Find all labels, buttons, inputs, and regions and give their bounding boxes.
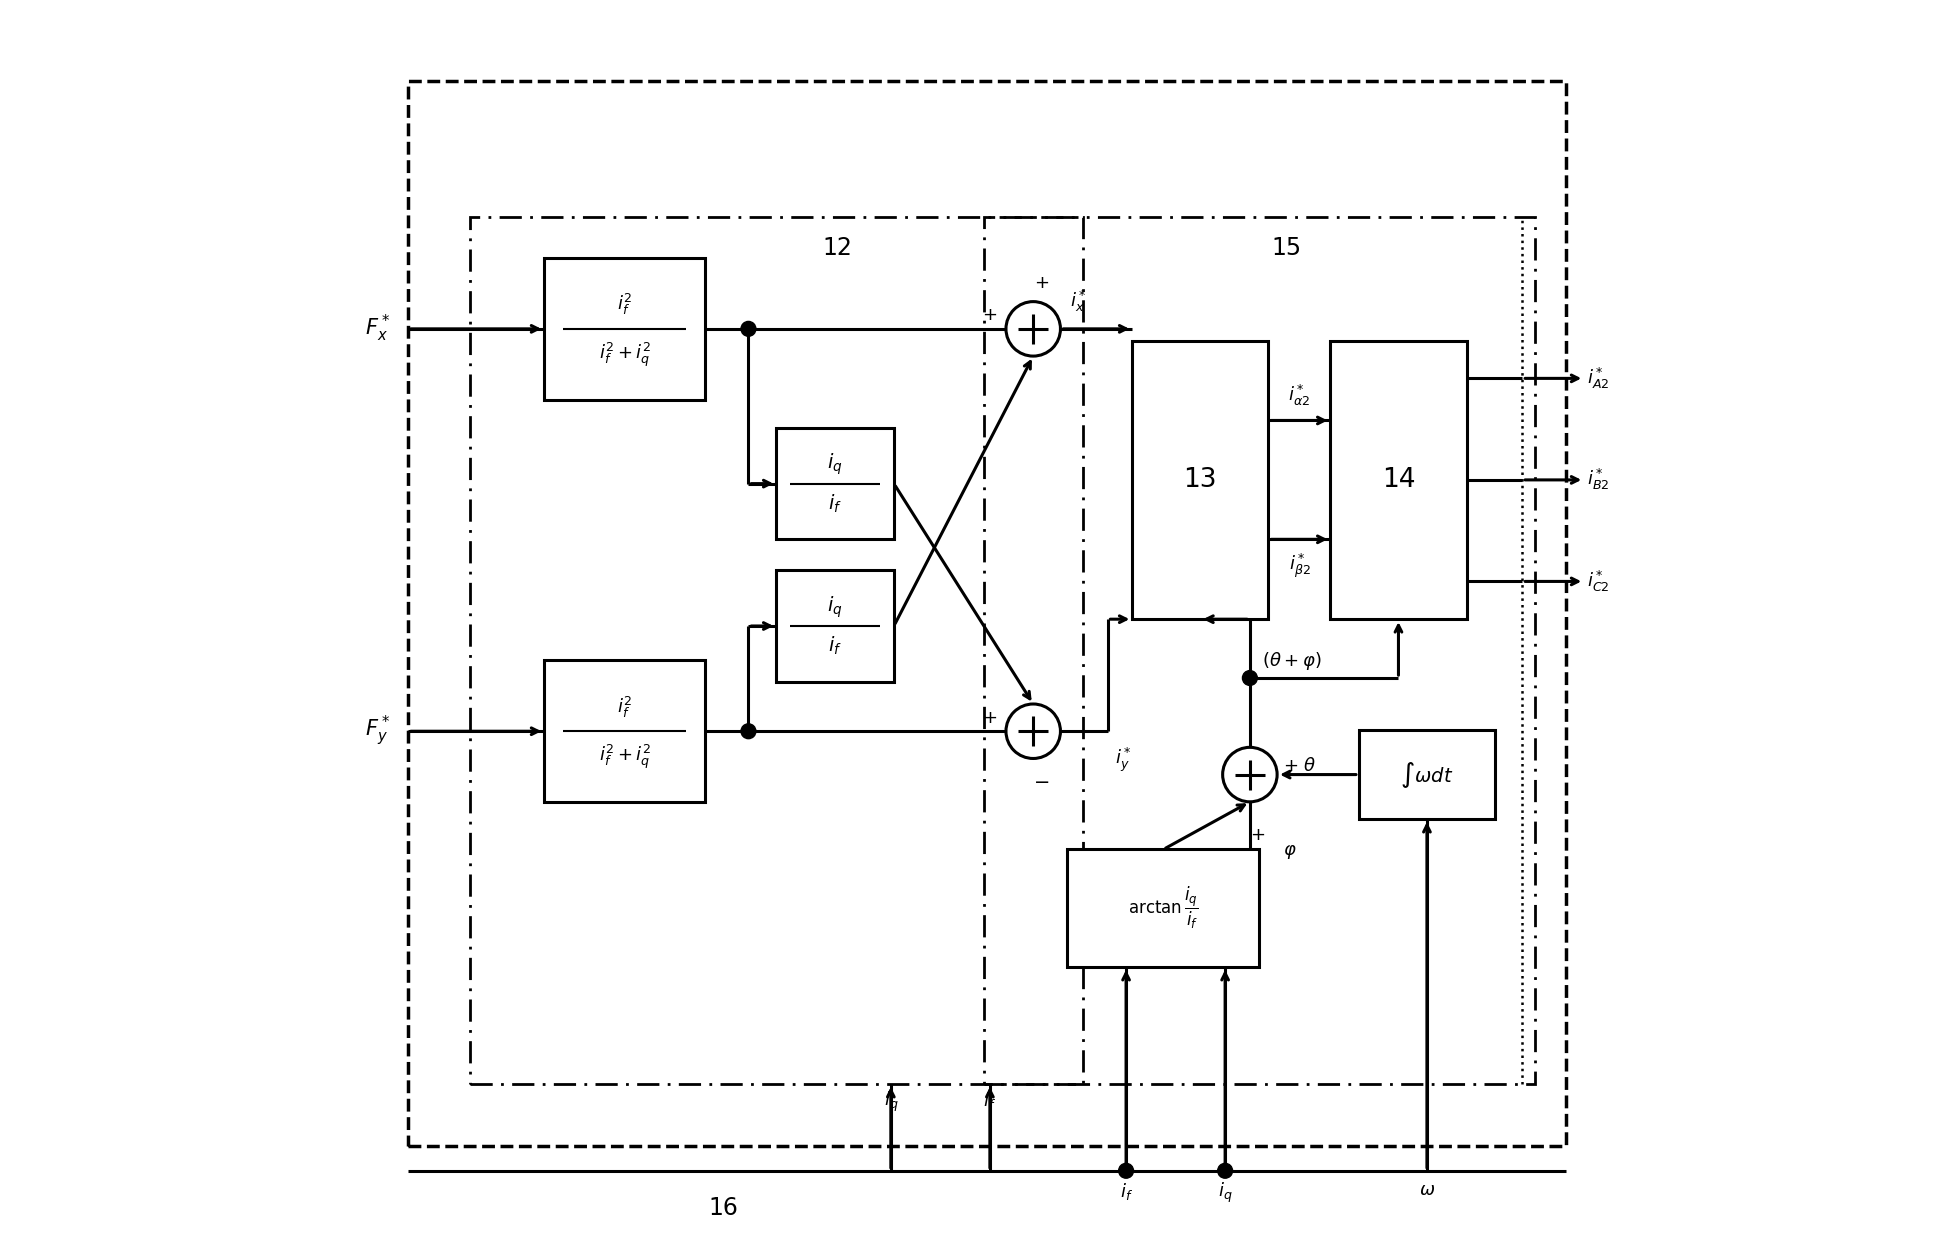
Text: $\omega$: $\omega$ — [1419, 1181, 1435, 1198]
Circle shape — [1007, 302, 1060, 356]
Text: $i_f^2$: $i_f^2$ — [618, 695, 631, 720]
Text: $i_q$: $i_q$ — [827, 595, 843, 620]
Text: $i_q$: $i_q$ — [1218, 1181, 1232, 1204]
Text: 15: 15 — [1271, 235, 1302, 260]
Text: 16: 16 — [710, 1196, 739, 1219]
Text: $i_{\beta 2}^*$: $i_{\beta 2}^*$ — [1288, 552, 1310, 580]
Text: $F_x^*$: $F_x^*$ — [366, 313, 389, 344]
Text: $i_f^2 + i_q^2$: $i_f^2 + i_q^2$ — [598, 742, 651, 771]
Text: $\varphi$: $\varphi$ — [1282, 843, 1296, 860]
Circle shape — [1118, 1163, 1134, 1178]
Bar — [469, 218, 1083, 1084]
Text: $i_{B2}^*$: $i_{B2}^*$ — [1587, 467, 1609, 492]
Text: $i_q$: $i_q$ — [827, 452, 843, 477]
Bar — [983, 218, 1535, 1084]
Text: $\arctan \dfrac{i_q}{i_f}$: $\arctan \dfrac{i_q}{i_f}$ — [1128, 885, 1198, 931]
Bar — [543, 258, 706, 401]
Text: $i_f$: $i_f$ — [1120, 1181, 1132, 1202]
Bar — [1359, 730, 1496, 819]
Bar — [776, 428, 893, 540]
Text: $+$: $+$ — [1251, 826, 1265, 844]
Text: $F_y^*$: $F_y^*$ — [366, 714, 389, 749]
Text: $i_{\alpha 2}^*$: $i_{\alpha 2}^*$ — [1288, 383, 1310, 408]
Text: +: + — [981, 307, 997, 324]
Text: +: + — [981, 709, 997, 726]
Circle shape — [1007, 704, 1060, 759]
Circle shape — [741, 724, 757, 739]
Bar — [776, 570, 893, 682]
Circle shape — [1218, 1163, 1232, 1178]
Text: $i_{A2}^*$: $i_{A2}^*$ — [1587, 366, 1609, 391]
Text: $i_y^*$: $i_y^*$ — [1114, 746, 1132, 775]
Bar — [543, 660, 706, 803]
Bar — [1132, 341, 1269, 620]
Bar — [1329, 341, 1466, 620]
Text: $i_f^2$: $i_f^2$ — [618, 292, 631, 317]
Text: $i_{C2}^*$: $i_{C2}^*$ — [1587, 568, 1609, 593]
Text: $\int \omega dt$: $\int \omega dt$ — [1400, 760, 1455, 790]
Text: $i_f$: $i_f$ — [983, 1090, 997, 1112]
Text: $(\theta + \varphi)$: $(\theta + \varphi)$ — [1263, 650, 1322, 672]
Text: +: + — [1034, 273, 1050, 292]
Text: $i_q$: $i_q$ — [884, 1090, 897, 1114]
Bar — [1067, 849, 1259, 967]
Text: $i_x^*$: $i_x^*$ — [1069, 289, 1087, 314]
Text: $i_f$: $i_f$ — [829, 635, 843, 657]
Text: $+\ \theta$: $+\ \theta$ — [1282, 757, 1316, 775]
Text: $-$: $-$ — [1034, 771, 1050, 790]
Circle shape — [741, 322, 757, 337]
Circle shape — [1243, 671, 1257, 685]
Text: $i_f^2 + i_q^2$: $i_f^2 + i_q^2$ — [598, 341, 651, 368]
Circle shape — [1222, 747, 1277, 801]
Text: 12: 12 — [823, 235, 852, 260]
Text: 14: 14 — [1382, 467, 1415, 493]
Text: 13: 13 — [1183, 467, 1218, 493]
Bar — [409, 81, 1566, 1146]
Text: $i_f$: $i_f$ — [829, 492, 843, 515]
